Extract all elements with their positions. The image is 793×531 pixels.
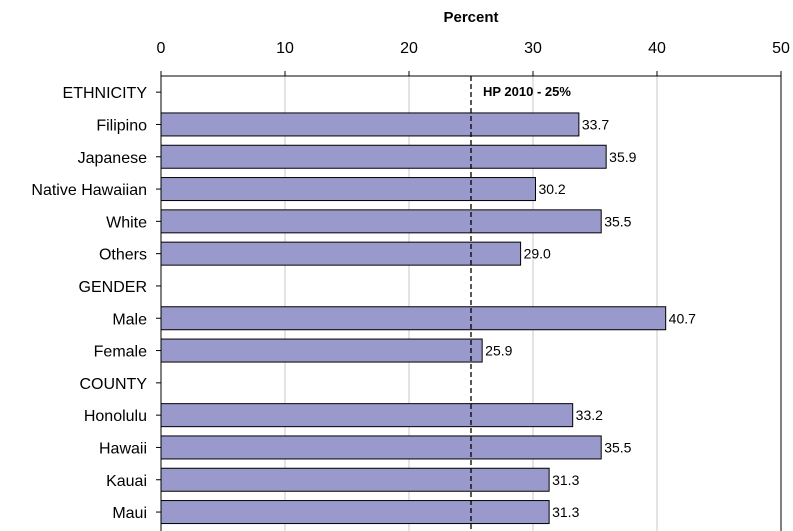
axis-frame [156,71,782,531]
bar [160,177,536,202]
bar [160,306,667,331]
x-tick-label: 0 [157,40,166,57]
category-label: GENDER [79,279,147,296]
category-label: Japanese [78,150,147,167]
category-label: Female [94,344,147,361]
category-label: Native Hawaiian [31,182,147,199]
x-tick-label: 30 [524,40,542,57]
x-tick-label: 50 [772,40,790,57]
category-label: Male [112,311,147,328]
bar [160,403,574,428]
category-label: White [106,214,147,231]
bar [160,500,550,525]
category-label: Kauai [106,473,147,490]
data-label: 30.2 [538,181,565,197]
bar [160,112,580,137]
reference-line-label: HP 2010 - 25% [483,84,571,99]
data-label: 33.7 [582,116,609,132]
bar [160,435,602,460]
data-label: 33.2 [576,407,603,423]
data-label: 35.5 [604,213,631,229]
bar [160,144,607,169]
labels: Percent 0 10 20 30 40 50 ETHNICITY Filipino 33.7… [31,9,790,522]
x-tick-label: 40 [648,40,666,57]
data-label: 31.3 [552,472,579,488]
bars [160,112,667,525]
bar [160,467,550,492]
category-label: Maui [112,505,147,522]
category-label: Others [99,247,147,264]
category-label: Filipino [96,117,147,134]
bar [160,209,602,234]
data-label: 35.9 [609,149,636,165]
x-axis-title: Percent [443,9,498,26]
data-label: 31.3 [552,504,579,520]
category-label: Hawaii [99,440,147,457]
category-label: Honolulu [84,408,147,425]
data-label: 35.5 [604,439,631,455]
x-tick-label: 20 [400,40,418,57]
data-label: 29.0 [524,246,551,262]
bar [160,338,483,363]
x-tick-label: 10 [276,40,294,57]
bar [160,241,522,266]
category-label: ETHNICITY [63,85,148,102]
category-label: COUNTY [79,376,147,393]
data-label: 40.7 [669,310,696,326]
data-label: 25.9 [485,343,512,359]
